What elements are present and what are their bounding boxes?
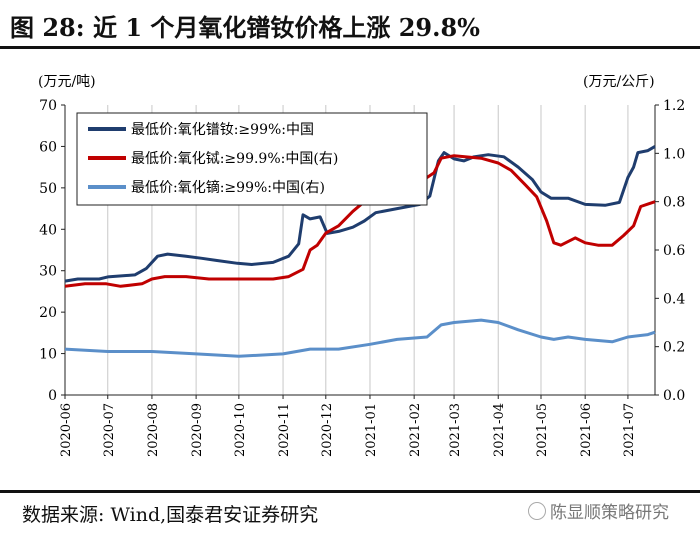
x-tick-label: 2021-06	[579, 403, 594, 457]
x-tick-label: 2020-11	[277, 403, 292, 457]
y-left-tick-label: 50	[39, 181, 57, 197]
series-line-1	[64, 145, 656, 283]
y-right-tick-label: 0.4	[663, 291, 685, 307]
y-left-tick-label: 10	[39, 347, 57, 363]
legend-entry: 最低价:氧化镝:≥99%:中国(右)	[131, 179, 325, 196]
x-tick-label: 2020-10	[233, 403, 248, 457]
y-right-tick-label: 0.8	[663, 195, 685, 211]
y-left-tick-label: 30	[39, 264, 57, 280]
x-tick-label: 2021-02	[408, 403, 423, 457]
y-left-tick-label: 60	[39, 139, 57, 155]
footer-rule	[0, 490, 700, 493]
x-tick-label: 2020-08	[146, 403, 161, 457]
y-right-axis-label: (万元/公斤)	[583, 74, 655, 90]
x-tick-label: 2020-07	[102, 403, 117, 457]
x-tick-label: 2021-03	[448, 403, 463, 457]
x-tick-label: 2020-06	[59, 403, 74, 457]
y-left-tick-label: 70	[39, 98, 57, 114]
x-tick-label: 2021-05	[535, 403, 550, 457]
y-right-tick-label: 1.2	[663, 98, 685, 114]
y-right-tick-label: 1.0	[663, 146, 685, 162]
x-tick-label: 2021-07	[622, 403, 637, 457]
y-right-tick-label: 0.0	[663, 388, 685, 404]
watermark-text: 陈显顺策略研究	[550, 503, 669, 523]
x-tick-label: 2021-01	[364, 403, 379, 457]
y-right-tick-label: 0.2	[663, 340, 685, 356]
y-left-tick-label: 0	[48, 388, 57, 404]
legend-box	[76, 112, 428, 206]
chart-title: 图 28: 近 1 个月氧化镨钕价格上涨 29.8%	[10, 13, 480, 42]
source-note: 数据来源: Wind,国泰君安证券研究	[22, 504, 319, 526]
watermark: 陈显顺策略研究	[528, 498, 669, 523]
y-left-tick-label: 20	[39, 305, 57, 321]
legend-entry: 最低价:氧化镨钕:≥99%:中国	[131, 122, 314, 138]
x-tick-label: 2020-09	[190, 403, 205, 457]
x-tick-label: 2020-12	[320, 403, 335, 457]
legend-entry: 最低价:氧化铽:≥99.9%:中国(右)	[131, 151, 338, 167]
title-rule	[0, 46, 700, 49]
x-tick-label: 2021-04	[492, 403, 507, 457]
y-left-tick-label: 40	[39, 222, 57, 238]
y-left-axis-label: (万元/吨)	[38, 74, 96, 90]
series-line-3	[64, 318, 656, 358]
y-right-tick-label: 0.6	[663, 243, 685, 259]
wechat-icon	[528, 502, 546, 520]
chart: 2020-06 2020-07 2020-08 2020-09 2020-10 2020-…	[38, 74, 685, 457]
